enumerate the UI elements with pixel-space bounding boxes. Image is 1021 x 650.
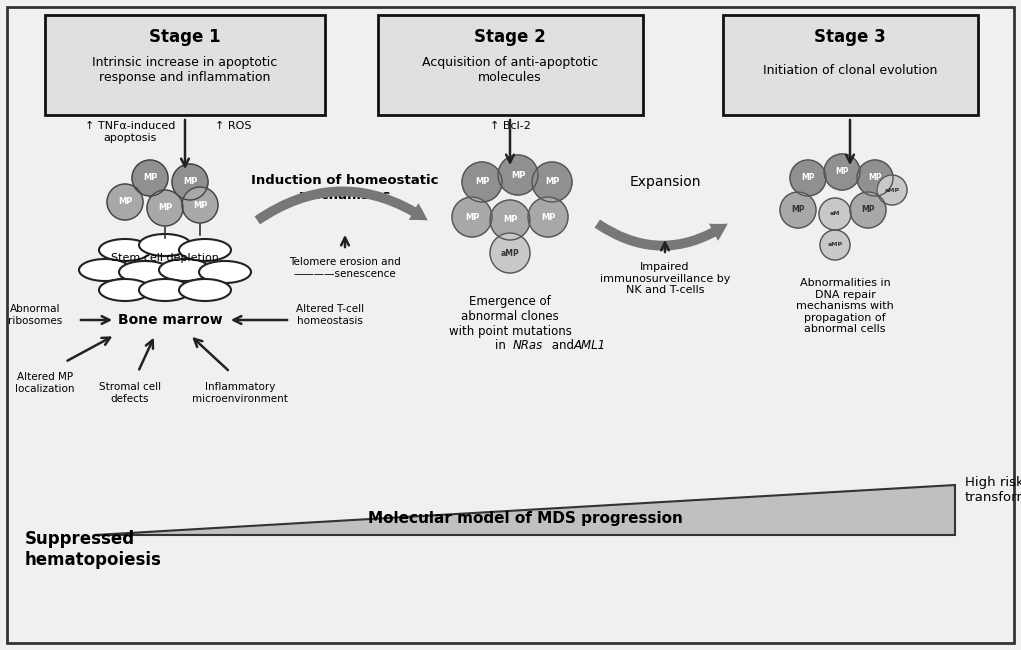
Circle shape xyxy=(490,233,530,273)
Circle shape xyxy=(790,160,826,196)
Circle shape xyxy=(532,162,572,202)
Text: Suppressed
hematopoiesis: Suppressed hematopoiesis xyxy=(25,530,162,569)
Text: MP: MP xyxy=(183,177,197,187)
Circle shape xyxy=(857,160,893,196)
Text: Expansion: Expansion xyxy=(629,175,700,189)
FancyBboxPatch shape xyxy=(723,15,977,115)
Text: Altered T-cell
homeostasis: Altered T-cell homeostasis xyxy=(296,304,364,326)
Text: ↑ ROS: ↑ ROS xyxy=(215,121,251,131)
Text: aMP: aMP xyxy=(827,242,842,248)
Ellipse shape xyxy=(99,239,151,261)
Circle shape xyxy=(132,160,168,196)
Text: MP: MP xyxy=(465,213,479,222)
Ellipse shape xyxy=(179,239,231,261)
Circle shape xyxy=(107,184,143,220)
Circle shape xyxy=(147,190,183,226)
FancyBboxPatch shape xyxy=(45,15,325,115)
Text: ↑ TNFα-induced
apoptosis: ↑ TNFα-induced apoptosis xyxy=(85,121,176,142)
Circle shape xyxy=(850,192,886,228)
Circle shape xyxy=(182,187,218,223)
Text: Stage 3: Stage 3 xyxy=(814,28,886,46)
FancyBboxPatch shape xyxy=(378,15,642,115)
Text: Initiation of clonal evolution: Initiation of clonal evolution xyxy=(763,64,937,77)
Text: aMP: aMP xyxy=(884,187,900,192)
Circle shape xyxy=(461,162,502,202)
Text: Altered MP
localization: Altered MP localization xyxy=(15,372,75,394)
Text: MP: MP xyxy=(791,205,805,214)
Circle shape xyxy=(528,197,568,237)
Text: Stromal cell
defects: Stromal cell defects xyxy=(99,382,161,404)
Text: ↑ Bcl-2: ↑ Bcl-2 xyxy=(489,121,531,131)
Ellipse shape xyxy=(139,279,191,301)
Circle shape xyxy=(877,175,907,205)
Circle shape xyxy=(172,164,208,200)
Ellipse shape xyxy=(119,261,171,283)
Polygon shape xyxy=(95,485,955,535)
Circle shape xyxy=(819,198,850,230)
Text: Induction of homeostatic
mechanisms: Induction of homeostatic mechanisms xyxy=(251,174,439,202)
Circle shape xyxy=(452,197,492,237)
Circle shape xyxy=(820,230,850,260)
Text: Stage 2: Stage 2 xyxy=(474,28,546,46)
Text: MP: MP xyxy=(158,203,173,213)
Ellipse shape xyxy=(79,259,131,281)
FancyArrowPatch shape xyxy=(254,187,428,224)
Text: MP: MP xyxy=(801,174,815,183)
Text: MP: MP xyxy=(541,213,555,222)
Text: Bone marrow: Bone marrow xyxy=(117,313,223,327)
FancyArrowPatch shape xyxy=(594,220,728,250)
Text: Emergence of
abnormal clones
with point mutations: Emergence of abnormal clones with point … xyxy=(448,295,572,338)
Text: MP: MP xyxy=(193,200,207,209)
Ellipse shape xyxy=(139,234,191,256)
Ellipse shape xyxy=(159,259,211,281)
Text: NRas: NRas xyxy=(513,339,543,352)
Text: aMP: aMP xyxy=(500,248,520,257)
Text: in: in xyxy=(495,339,510,352)
Text: Molecular model of MDS progression: Molecular model of MDS progression xyxy=(368,510,682,525)
Text: Stem cell depletion: Stem cell depletion xyxy=(111,253,218,263)
Text: MP: MP xyxy=(502,216,518,224)
Text: MP: MP xyxy=(868,174,882,183)
Text: Acquisition of anti-apoptotic
molecules: Acquisition of anti-apoptotic molecules xyxy=(422,56,598,84)
Text: Impaired
immunosurveillance by
NK and T-cells: Impaired immunosurveillance by NK and T-… xyxy=(599,262,730,295)
Text: High risk for leukemia
transformation: High risk for leukemia transformation xyxy=(965,476,1021,504)
Text: Intrinsic increase in apoptotic
response and inflammation: Intrinsic increase in apoptotic response… xyxy=(92,56,278,84)
Circle shape xyxy=(490,200,530,240)
Text: AML1: AML1 xyxy=(574,339,606,352)
Text: MP: MP xyxy=(835,168,848,177)
Text: Inflammatory
microenvironment: Inflammatory microenvironment xyxy=(192,382,288,404)
Text: Stage 1: Stage 1 xyxy=(149,28,221,46)
Text: MP: MP xyxy=(510,170,525,179)
Text: and: and xyxy=(548,339,578,352)
Text: MP: MP xyxy=(545,177,560,187)
Text: MP: MP xyxy=(475,177,489,187)
Text: MP: MP xyxy=(143,174,157,183)
Ellipse shape xyxy=(179,279,231,301)
Circle shape xyxy=(824,154,860,190)
Circle shape xyxy=(498,155,538,195)
Text: Telomere erosion and
————senescence: Telomere erosion and ————senescence xyxy=(289,257,401,279)
Circle shape xyxy=(780,192,816,228)
Text: Abnormal
ribosomes: Abnormal ribosomes xyxy=(8,304,62,326)
Text: MP: MP xyxy=(862,205,875,214)
Text: Abnormalities in
DNA repair
mechanisms with
propagation of
abnormal cells: Abnormalities in DNA repair mechanisms w… xyxy=(796,278,893,334)
Ellipse shape xyxy=(99,279,151,301)
Text: MP: MP xyxy=(117,198,132,207)
Text: aM: aM xyxy=(830,211,840,216)
Ellipse shape xyxy=(199,261,251,283)
